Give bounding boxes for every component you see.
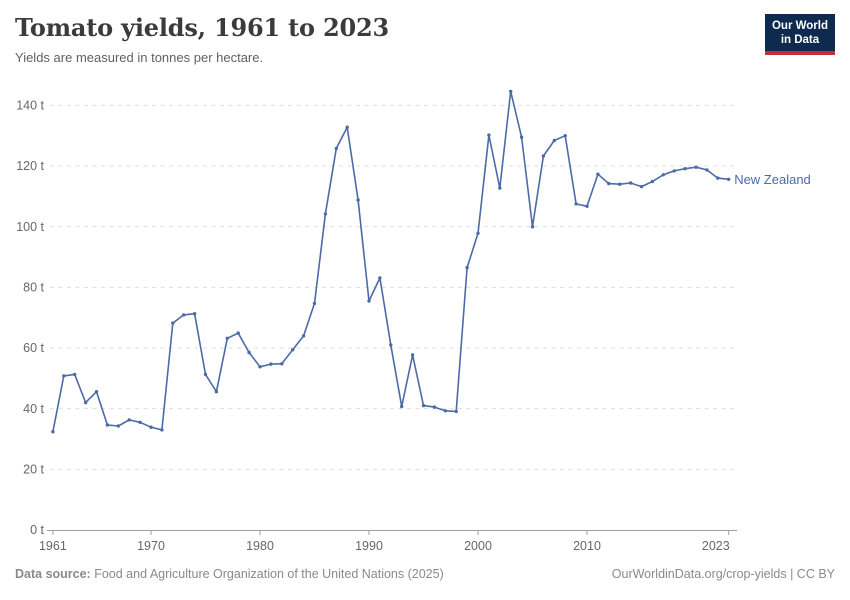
data-point[interactable]: [389, 343, 393, 347]
data-point[interactable]: [73, 372, 77, 377]
data-point[interactable]: [203, 372, 208, 377]
data-point[interactable]: [628, 181, 633, 185]
data-point[interactable]: [716, 176, 720, 180]
owid-logo-line2: in Data: [780, 34, 820, 46]
data-point[interactable]: [51, 430, 55, 434]
data-point[interactable]: [258, 365, 262, 369]
data-point[interactable]: [487, 133, 491, 137]
data-point[interactable]: [639, 184, 644, 189]
data-point[interactable]: [171, 321, 175, 325]
data-point[interactable]: [476, 231, 480, 235]
data-source-value: Food and Agriculture Organization of the…: [94, 567, 444, 581]
data-source-text: Data source: Food and Agriculture Organi…: [15, 565, 444, 583]
chart-header: Tomato yields, 1961 to 2023 Yields are m…: [15, 13, 835, 65]
series-line[interactable]: [52, 90, 730, 433]
owid-logo-line1: Our World: [771, 20, 828, 32]
data-point[interactable]: [498, 186, 502, 190]
data-point[interactable]: [83, 400, 88, 405]
data-point[interactable]: [443, 409, 447, 413]
x-axis-tick-label: 2010: [573, 539, 601, 553]
x-axis-tick-label: 2000: [464, 539, 492, 553]
data-point[interactable]: [214, 390, 219, 394]
y-axis-tick-label: 40 t: [23, 402, 44, 416]
data-point[interactable]: [421, 403, 426, 408]
data-point[interactable]: [509, 89, 513, 94]
data-point[interactable]: [607, 181, 611, 186]
data-point[interactable]: [236, 331, 240, 335]
x-axis-tick-label: 1961: [39, 539, 67, 553]
data-point[interactable]: [683, 167, 687, 171]
data-point[interactable]: [138, 420, 142, 424]
data-point[interactable]: [378, 276, 382, 280]
data-point[interactable]: [62, 374, 66, 378]
data-point[interactable]: [552, 138, 556, 143]
data-point[interactable]: [116, 424, 121, 428]
data-point[interactable]: [182, 313, 186, 317]
data-source-label: Data source:: [15, 567, 91, 581]
data-point[interactable]: [432, 405, 437, 409]
data-point[interactable]: [291, 348, 295, 352]
data-point[interactable]: [356, 198, 360, 202]
data-point[interactable]: [727, 177, 731, 181]
y-axis-tick-label: 120 t: [16, 159, 44, 173]
x-axis-tick-label: 1980: [246, 539, 274, 553]
chart-footer: Data source: Food and Agriculture Organi…: [15, 565, 835, 583]
data-point[interactable]: [530, 225, 535, 229]
data-point[interactable]: [149, 425, 153, 429]
data-point[interactable]: [541, 154, 546, 158]
data-point[interactable]: [94, 390, 99, 394]
data-point[interactable]: [618, 182, 622, 186]
y-axis-tick-label: 100 t: [16, 220, 44, 234]
data-point[interactable]: [345, 125, 349, 129]
data-point[interactable]: [661, 173, 665, 177]
x-axis-tick-label: 1990: [355, 539, 383, 553]
entity-label[interactable]: New Zealand: [734, 172, 811, 187]
page-title: Tomato yields, 1961 to 2023: [15, 13, 389, 42]
data-point[interactable]: [247, 350, 251, 355]
y-axis-tick-label: 0 t: [30, 523, 44, 537]
data-point[interactable]: [225, 336, 229, 340]
y-axis-tick-label: 80 t: [23, 281, 44, 295]
line-chart[interactable]: 0 t 20 t 40 t 60 t 80 t 100 t 120 t 140 t 1961 19…: [0, 0, 850, 560]
data-point[interactable]: [127, 418, 131, 422]
y-axis-tick-label: 20 t: [23, 463, 44, 477]
y-axis-tick-label: 60 t: [23, 341, 44, 355]
data-point[interactable]: [105, 423, 110, 427]
data-point[interactable]: [585, 204, 589, 208]
data-point[interactable]: [596, 172, 600, 176]
data-point[interactable]: [574, 202, 578, 206]
data-point[interactable]: [192, 312, 197, 316]
data-point[interactable]: [650, 179, 655, 184]
data-point[interactable]: [269, 362, 273, 366]
data-point[interactable]: [367, 299, 371, 303]
data-point[interactable]: [519, 135, 524, 139]
x-axis-tick-label: 1970: [137, 539, 165, 553]
data-point[interactable]: [301, 334, 306, 338]
data-point[interactable]: [334, 146, 338, 151]
owid-logo[interactable]: Our World in Data: [764, 14, 835, 55]
data-point[interactable]: [160, 428, 164, 432]
data-point[interactable]: [705, 168, 709, 172]
credit-link[interactable]: OurWorldinData.org/crop-yields | CC BY: [611, 567, 835, 581]
data-point[interactable]: [410, 353, 415, 357]
data-point[interactable]: [280, 362, 284, 366]
data-point[interactable]: [454, 409, 458, 414]
data-point[interactable]: [563, 134, 567, 138]
data-point[interactable]: [323, 212, 328, 216]
data-point[interactable]: [312, 301, 317, 306]
data-point[interactable]: [672, 169, 676, 173]
x-axis-tick-label: 2023: [702, 539, 730, 553]
title-block: Tomato yields, 1961 to 2023 Yields are m…: [15, 13, 389, 65]
page-subtitle: Yields are measured in tonnes per hectar…: [15, 49, 264, 65]
data-point[interactable]: [694, 165, 698, 169]
y-axis-tick-label: 140 t: [16, 99, 44, 113]
data-point[interactable]: [400, 404, 404, 409]
data-point[interactable]: [465, 265, 469, 270]
